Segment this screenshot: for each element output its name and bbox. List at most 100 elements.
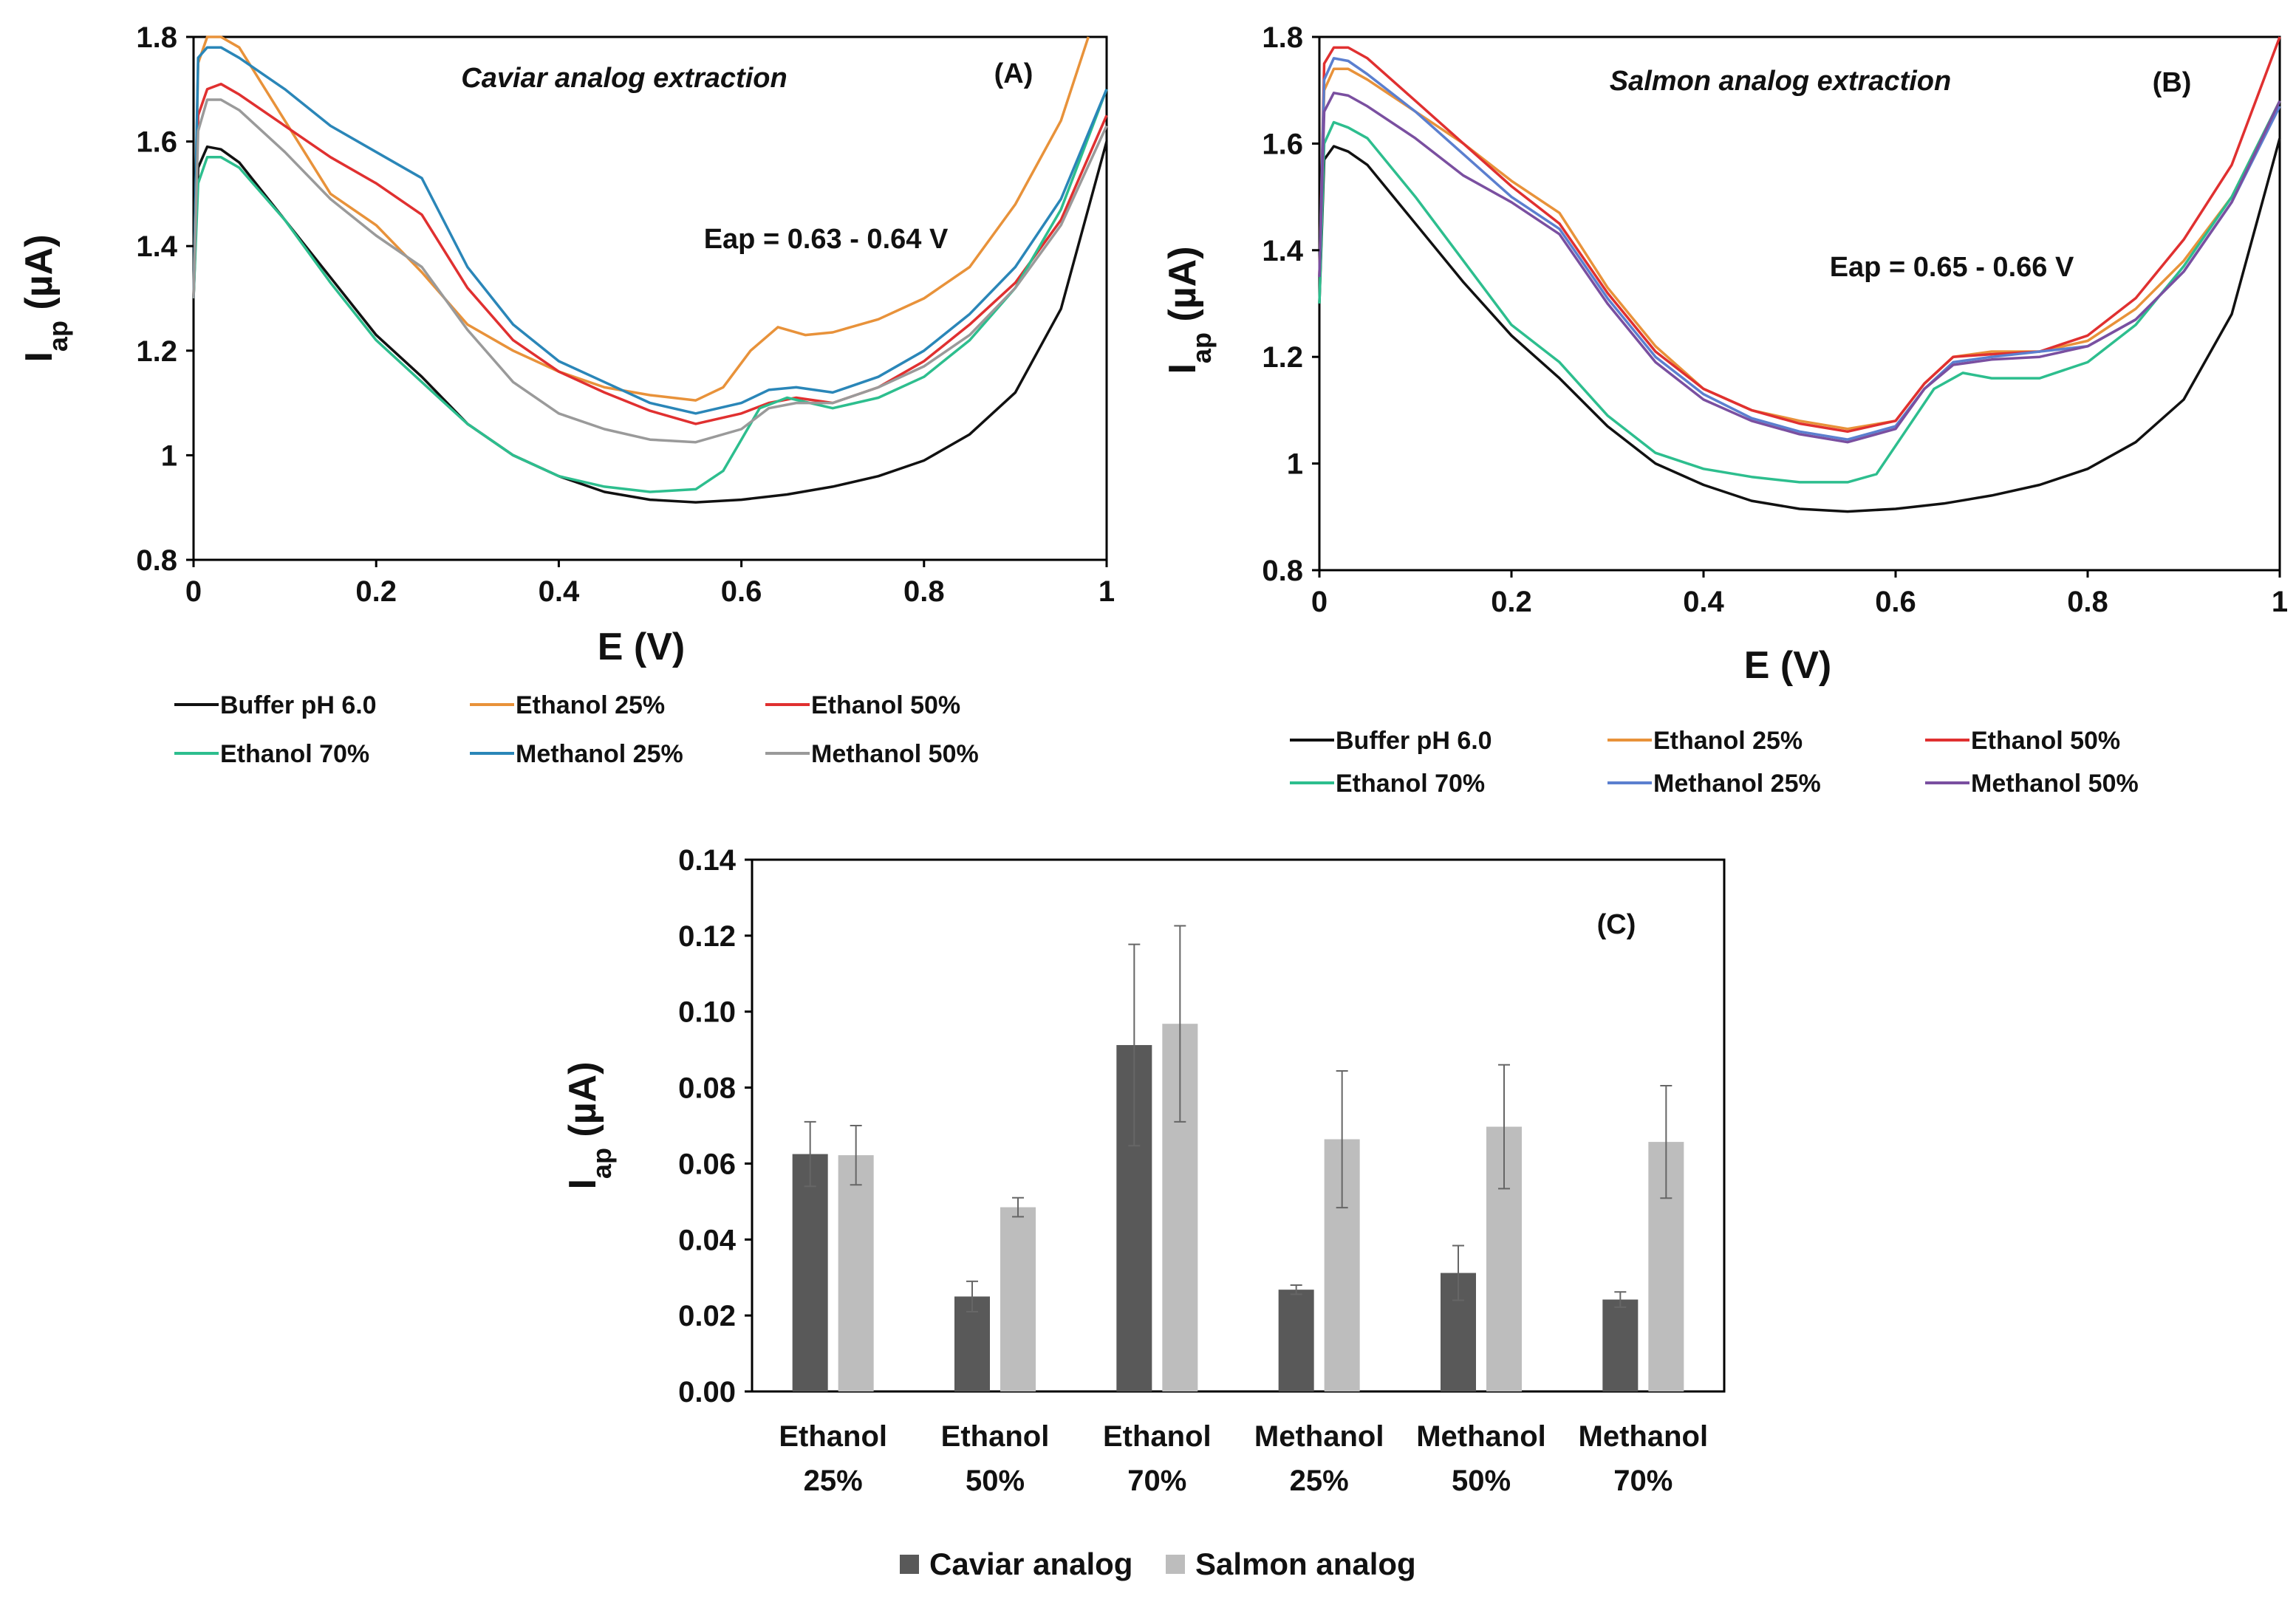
panel-c-category-line: 50% — [966, 1465, 1025, 1497]
panel-a-legend-label: Ethanol 50% — [811, 691, 960, 719]
panel-c-category-line: 70% — [1127, 1465, 1186, 1497]
panel-b-y-axis-label: Iap (µA) — [1161, 246, 1217, 374]
panel-b-legend-label: Ethanol 50% — [1971, 727, 2120, 755]
panel-a-title: Caviar analog extraction — [461, 63, 787, 94]
panel-c-y-label-main: I — [561, 1179, 604, 1189]
panel-c-category-label: Methanol 50% — [1416, 1420, 1546, 1497]
panel-c-legend-label: Salmon analog — [1195, 1547, 1416, 1581]
panel-b-y-tick-label: 1 — [1287, 448, 1303, 481]
panel-b-x-tick-label: 0.6 — [1875, 586, 1916, 618]
panel-c-category-line: Methanol — [1254, 1420, 1384, 1453]
panel-a-y-tick-label: 0.8 — [136, 544, 177, 577]
panel-a-series-ethanol-50 — [192, 82, 1108, 425]
panel-c-label: (C) — [1597, 909, 1636, 940]
panel-a-y-tick-label: 1.8 — [136, 21, 177, 54]
panel-c-bar-caviar-analog — [1278, 1290, 1314, 1391]
panel-a-x-tick-label: 1 — [1099, 575, 1115, 608]
panel-c-category-labels: Ethanol 25% Ethanol 50% Ethanol 70% Methanol 25… — [779, 1420, 1708, 1497]
panel-c-y-tick-label: 0.04 — [678, 1224, 737, 1256]
panel-a-legend-label: Buffer pH 6.0 — [220, 691, 377, 719]
panel-a-legend-label: Methanol 50% — [811, 740, 979, 768]
panel-b-legend-label: Methanol 25% — [1653, 770, 1821, 798]
panel-b-legend-label: Buffer pH 6.0 — [1336, 727, 1492, 755]
panel-a-series-ethanol-70 — [192, 89, 1108, 493]
panel-c-y-tick-label: 0.12 — [678, 920, 736, 953]
panel-b-x-axis-label: E (V) — [1744, 644, 1831, 687]
panel-c: 0.00 0.02 0.04 0.06 0.08 0.10 0.12 0.14 Ethanol… — [561, 844, 1726, 1581]
panel-b-y-tick-label: 1.4 — [1262, 235, 1303, 267]
panel-a-y-label-unit: (µA) — [18, 234, 61, 321]
panel-b-x-tick-label: 1 — [2272, 586, 2288, 618]
panel-b-y-tick-label: 1.8 — [1262, 21, 1303, 54]
panel-b-curves — [1318, 36, 2281, 513]
panel-c-category-line: 25% — [804, 1465, 863, 1497]
panel-a-y-axis-label: Iap (µA) — [18, 234, 73, 362]
panel-c-legend-swatch — [1166, 1555, 1185, 1574]
panel-b-x-tick-label: 0.4 — [1683, 586, 1724, 618]
panel-a-x-tick-label: 0 — [185, 575, 202, 608]
panel-b-legend-label: Ethanol 70% — [1336, 770, 1485, 798]
panel-a-legend-label: Ethanol 25% — [516, 691, 665, 719]
panel-a-y-tick-label: 1.4 — [136, 230, 177, 263]
panel-c-category-line: 50% — [1452, 1465, 1511, 1497]
panel-b-y-tick-label: 0.8 — [1262, 555, 1303, 587]
panel-b-series-ethanol-25 — [1318, 67, 2281, 431]
panel-a-x-tick-label: 0.2 — [355, 575, 397, 608]
panel-b-x-ticks: 0 0.2 0.4 0.6 0.8 1 — [1311, 570, 2288, 618]
panel-b-title: Salmon analog extraction — [1610, 66, 1951, 97]
panel-c-y-tick-label: 0.06 — [678, 1148, 736, 1180]
panel-b-x-tick-label: 0.2 — [1491, 586, 1532, 618]
panel-b: 0 0.2 0.4 0.6 0.8 1 0.8 1 1.2 1.4 1.6 1.8 Salmon a… — [1161, 21, 2288, 798]
panel-b-y-label-main: I — [1161, 363, 1204, 374]
panel-c-y-ticks: 0.00 0.02 0.04 0.06 0.08 0.10 0.12 0.14 — [678, 844, 752, 1408]
panel-c-bar-caviar-analog — [792, 1154, 828, 1391]
panel-a-annotation: Eap = 0.63 - 0.64 V — [704, 224, 949, 255]
panel-c-y-tick-label: 0.00 — [678, 1376, 736, 1408]
panel-c-bar-caviar-analog — [1602, 1299, 1639, 1391]
panel-b-y-label-unit: (µA) — [1161, 246, 1204, 332]
panel-a: 0 0.2 0.4 0.6 0.8 1 0.8 1 1.2 1.4 1.6 1.8 Caviar a… — [18, 21, 1115, 768]
panel-c-category-line: Ethanol — [941, 1420, 1050, 1453]
panel-b-y-ticks: 0.8 1 1.2 1.4 1.6 1.8 — [1262, 21, 1319, 587]
panel-b-annotation: Eap = 0.65 - 0.66 V — [1830, 252, 2074, 283]
panel-c-category-line: Methanol — [1416, 1420, 1546, 1453]
panel-b-legend-label: Methanol 50% — [1971, 770, 2139, 798]
panel-a-series-methanol-50 — [192, 98, 1108, 444]
panel-b-legend-label: Ethanol 25% — [1653, 727, 1803, 755]
panel-c-y-axis-label: Iap (µA) — [561, 1061, 617, 1189]
panel-c-y-tick-label: 0.08 — [678, 1072, 736, 1105]
panel-c-legend-label: Caviar analog — [929, 1547, 1132, 1581]
panel-c-category-line: Ethanol — [1103, 1420, 1212, 1453]
panel-b-x-tick-label: 0.8 — [2067, 586, 2108, 618]
panel-b-series-ethanol-70 — [1318, 100, 2281, 484]
panel-a-label: (A) — [994, 58, 1033, 89]
panel-b-y-label-sub: ap — [1186, 332, 1217, 363]
panel-a-legend-label: Ethanol 70% — [220, 740, 369, 768]
panel-b-label: (B) — [2153, 67, 2192, 98]
panel-b-y-tick-label: 1.6 — [1262, 128, 1303, 160]
panel-c-category-line: 25% — [1290, 1465, 1349, 1497]
panel-c-y-label-unit: (µA) — [561, 1061, 604, 1148]
panel-b-plot-frame — [1318, 35, 2281, 572]
panel-a-y-label-main: I — [18, 352, 61, 362]
panel-c-y-tick-label: 0.02 — [678, 1300, 736, 1332]
panel-b-x-tick-label: 0 — [1311, 586, 1328, 618]
panel-a-x-axis-label: E (V) — [598, 626, 685, 668]
panel-a-y-tick-label: 1.6 — [136, 126, 177, 159]
panel-a-y-tick-label: 1 — [161, 439, 177, 472]
panel-b-series-methanol-50 — [1318, 92, 2281, 444]
panel-b-series-methanol-25 — [1318, 57, 2281, 441]
panel-c-category-label: Ethanol 70% — [1103, 1420, 1212, 1497]
panel-a-series-methanol-25 — [192, 46, 1108, 415]
panel-c-plot-frame — [751, 858, 1726, 1393]
panel-c-category-label: Ethanol 25% — [779, 1420, 887, 1497]
panel-c-category-line: 70% — [1613, 1465, 1673, 1497]
panel-c-bar-salmon-analog — [1000, 1207, 1036, 1391]
panel-a-series-buffer-ph-6-0 — [192, 141, 1108, 504]
panel-c-y-tick-label: 0.14 — [678, 844, 737, 877]
panel-a-y-ticks: 0.8 1 1.2 1.4 1.6 1.8 — [136, 21, 194, 577]
panel-b-y-tick-label: 1.2 — [1262, 341, 1303, 374]
panel-a-x-tick-label: 0.6 — [721, 575, 762, 608]
panel-a-legend: Buffer pH 6.0 Ethanol 25% Ethanol 50% Ethan… — [174, 691, 979, 768]
